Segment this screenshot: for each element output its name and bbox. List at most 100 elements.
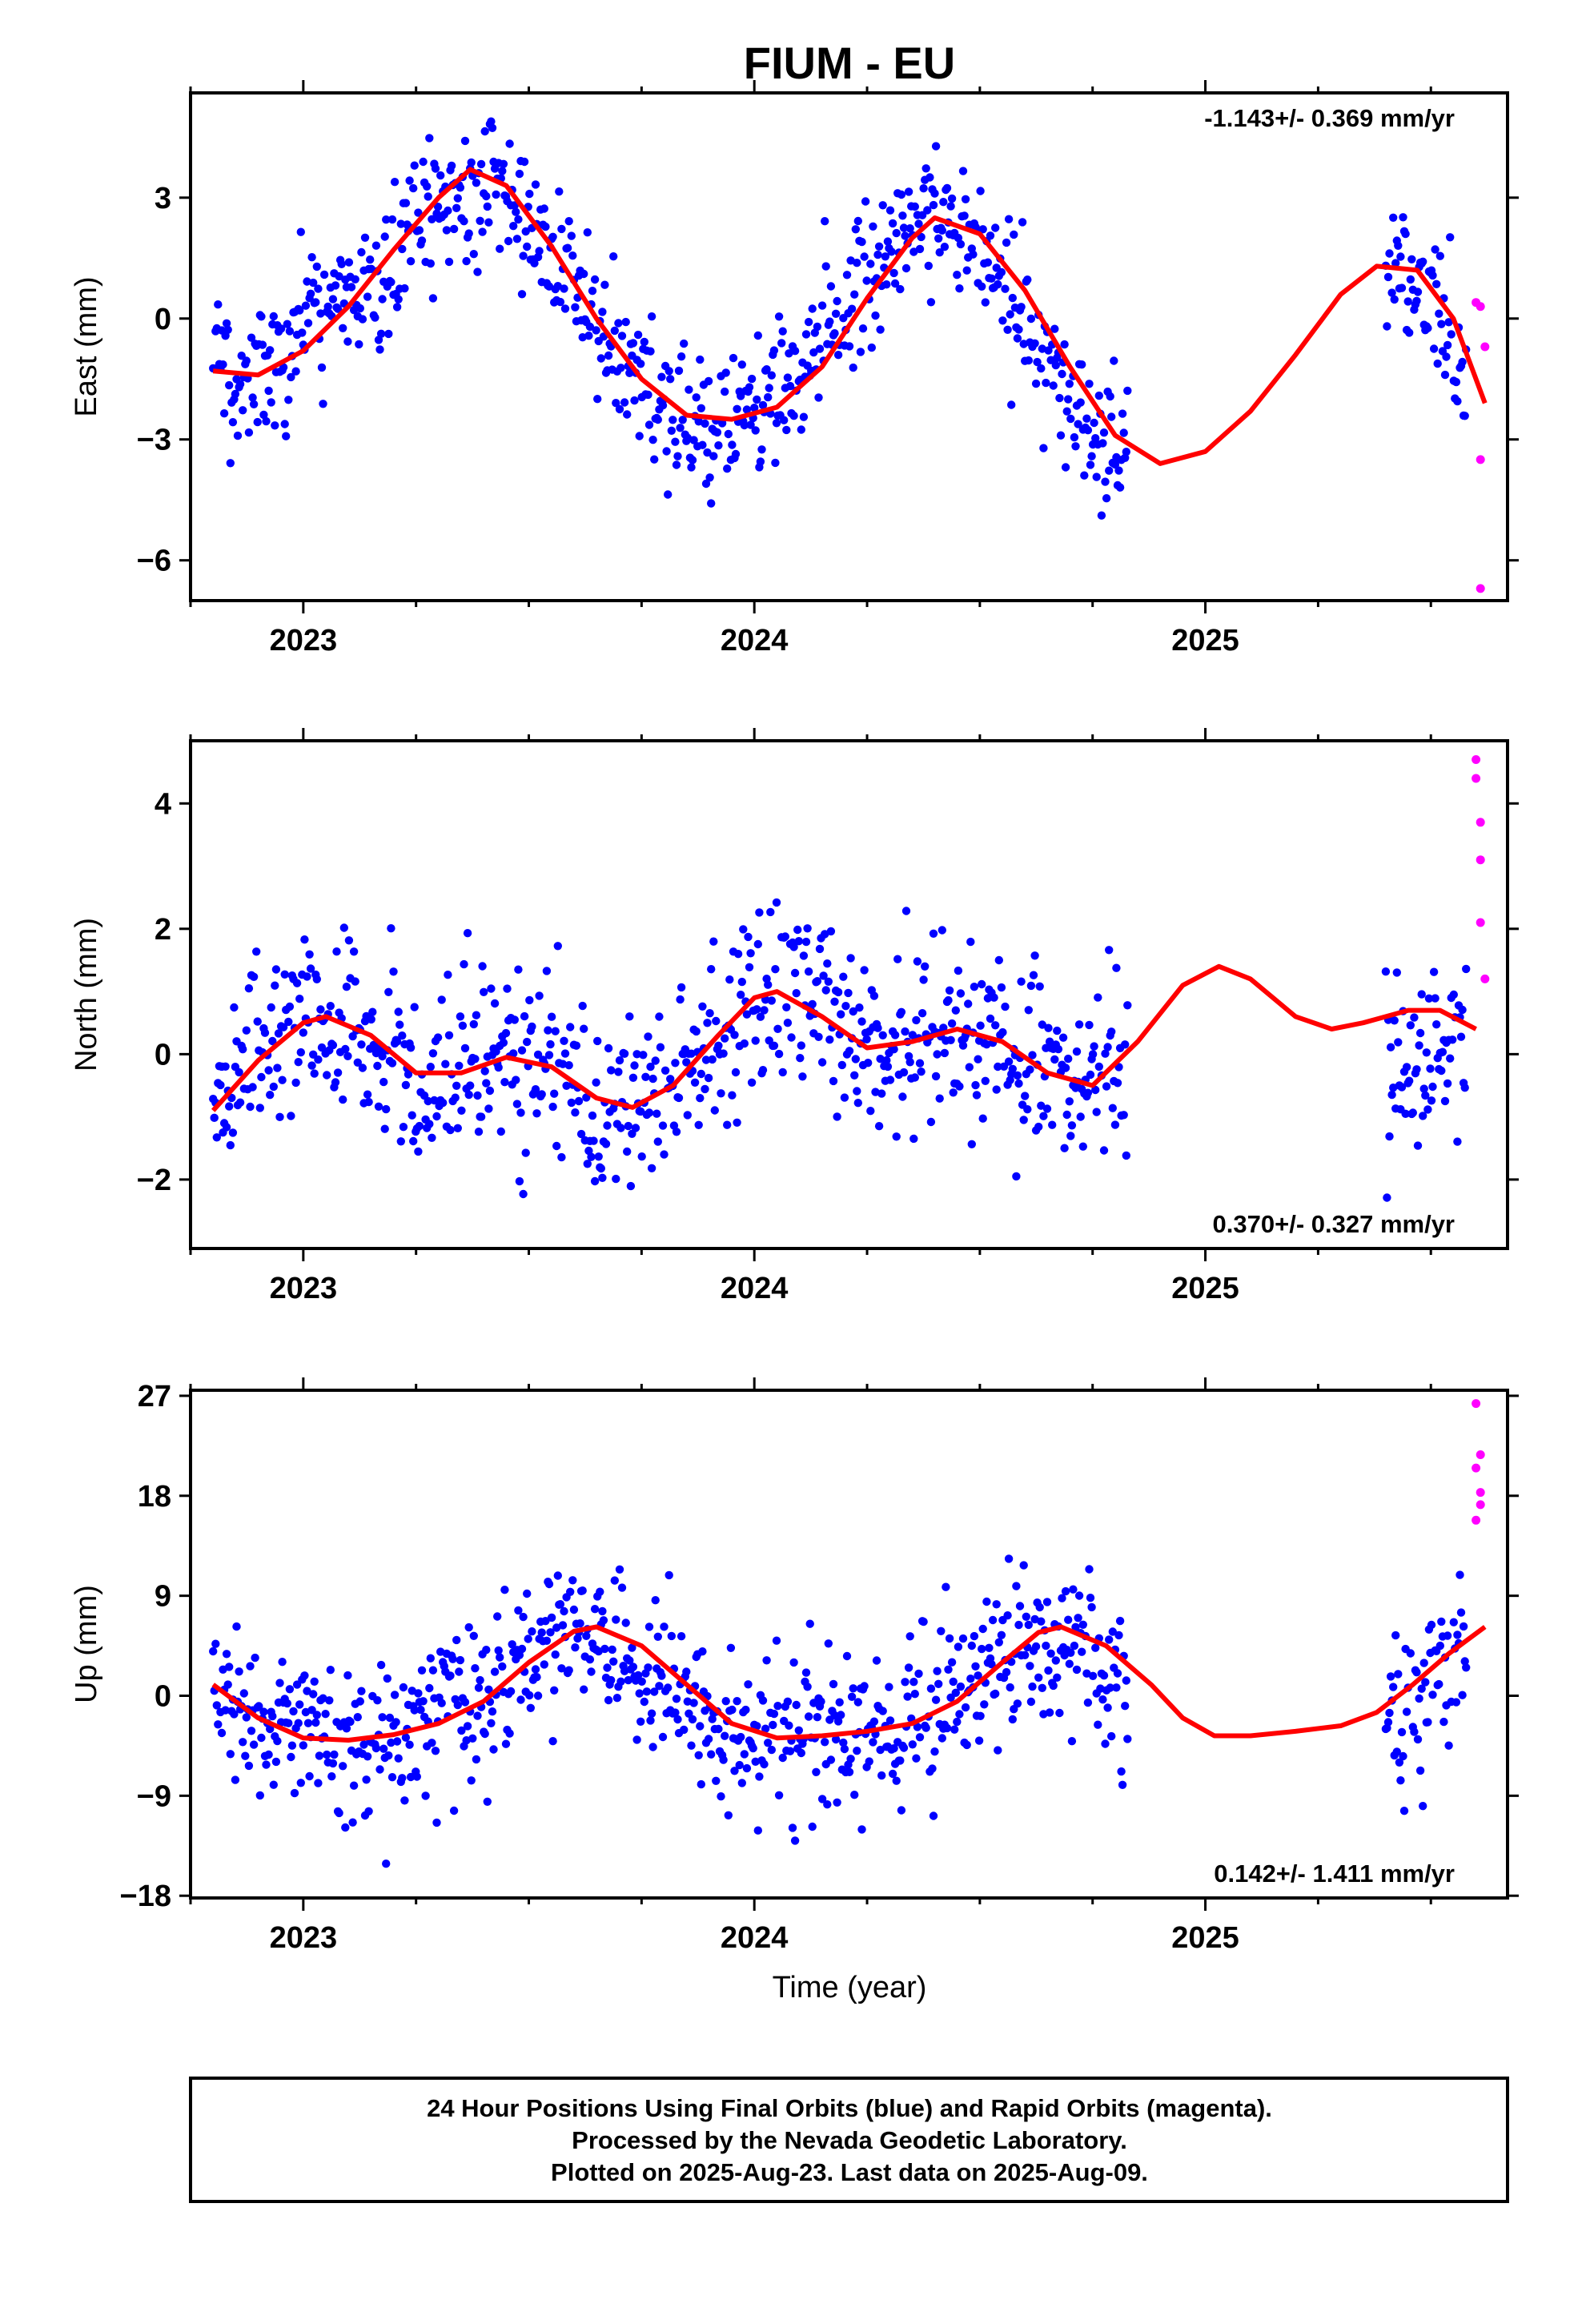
final-orbit-point [1101,477,1110,486]
final-orbit-point [1435,1641,1445,1651]
final-orbit-point [1389,1683,1398,1691]
final-orbit-point [1078,1142,1088,1151]
final-orbit-point [339,1095,347,1104]
final-orbit-point [735,1760,744,1770]
final-orbit-point [471,1055,480,1063]
final-orbit-point [671,1708,680,1717]
final-orbit-point [1415,1694,1423,1703]
final-orbit-point [723,1120,732,1129]
footer-box: 24 Hour Positions Using Final Orbits (bl… [189,2077,1509,2203]
final-orbit-point [428,1739,436,1747]
final-orbit-point [658,1732,668,1742]
plot-frame [189,1389,1509,1900]
final-orbit-point [464,229,473,238]
final-orbit-point [937,1626,946,1636]
final-orbit-point [466,1081,475,1090]
final-orbit-point [556,297,565,307]
final-orbit-point [724,1811,733,1819]
final-orbit-point [298,328,307,337]
final-orbit-point [658,401,668,410]
final-orbit-point [1389,213,1398,222]
final-orbit-point [751,1036,760,1045]
final-orbit-point [623,1147,632,1156]
final-orbit-point [483,1797,492,1806]
final-orbit-point [651,1056,660,1065]
final-orbit-point [219,360,227,369]
final-orbit-point [850,1071,859,1080]
final-orbit-point [1453,1137,1462,1146]
final-orbit-point [1024,1620,1034,1630]
y-tick-label: 3 [155,182,171,215]
final-orbit-point [269,312,278,321]
final-orbit-point [924,261,934,271]
final-orbit-point [1406,275,1415,284]
final-orbit-point [235,380,245,388]
y-tick-label: −9 [137,1779,171,1813]
final-orbit-point [739,925,748,934]
final-orbit-point [523,1037,532,1047]
final-orbit-point [414,1147,423,1156]
final-orbit-point [568,1576,577,1585]
final-orbit-point [455,1061,464,1071]
final-orbit-point [808,304,817,313]
final-orbit-point [387,1059,397,1068]
final-orbit-point [631,1124,640,1132]
final-orbit-point [464,1622,473,1632]
final-orbit-point [697,404,705,412]
final-orbit-point [991,223,1000,232]
final-orbit-point [657,372,666,381]
final-orbit-point [514,1606,523,1615]
final-orbit-point [585,1655,595,1664]
final-orbit-point [512,235,522,243]
final-orbit-point [958,1634,968,1643]
final-orbit-point [531,1085,540,1094]
final-orbit-point [689,436,698,444]
final-orbit-point [225,380,234,390]
final-orbit-point [432,1112,441,1121]
final-orbit-point [280,420,289,428]
final-orbit-point [772,898,781,907]
final-orbit-point [357,247,366,257]
final-orbit-point [1429,344,1439,353]
final-orbit-point [765,384,773,392]
final-orbit-point [892,1776,901,1785]
final-orbit-point [644,1663,652,1672]
final-orbit-point [1428,271,1437,280]
final-orbit-point [717,419,727,428]
final-orbit-point [446,1125,455,1135]
final-orbit-point [571,1643,580,1652]
final-orbit-point [290,1788,299,1798]
final-orbit-point [1058,1033,1068,1042]
final-orbit-point [396,219,405,228]
final-orbit-point [264,386,273,396]
final-orbit-point [375,345,384,354]
final-orbit-point [958,167,968,175]
final-orbit-point [406,257,416,266]
final-orbit-point [247,333,256,342]
final-orbit-point [540,1660,548,1669]
final-orbit-point [998,1027,1007,1037]
final-orbit-point [767,996,776,1005]
final-orbit-point [248,393,257,402]
final-orbit-point [982,1597,991,1606]
final-orbit-point [632,1735,641,1744]
final-orbit-point [226,1750,235,1759]
final-orbit-point [457,1106,466,1116]
final-orbit-point [737,991,745,999]
final-orbit-point [1045,1708,1054,1717]
final-orbit-point [774,312,784,321]
final-orbit-point [626,1181,636,1191]
final-orbit-point [540,204,548,213]
final-orbit-point [773,1024,782,1034]
final-orbit-point [590,275,600,284]
final-orbit-point [647,312,656,321]
final-orbit-point [1458,1005,1467,1015]
final-orbit-point [460,1698,470,1707]
final-orbit-point [971,1662,980,1671]
final-orbit-point [449,1806,459,1815]
final-orbit-point [792,989,801,998]
rate-annotation: -1.143+/- 0.369 mm/yr [1204,104,1455,132]
final-orbit-point [433,1033,443,1042]
final-orbit-point [853,216,863,226]
final-orbit-point [287,1112,295,1120]
